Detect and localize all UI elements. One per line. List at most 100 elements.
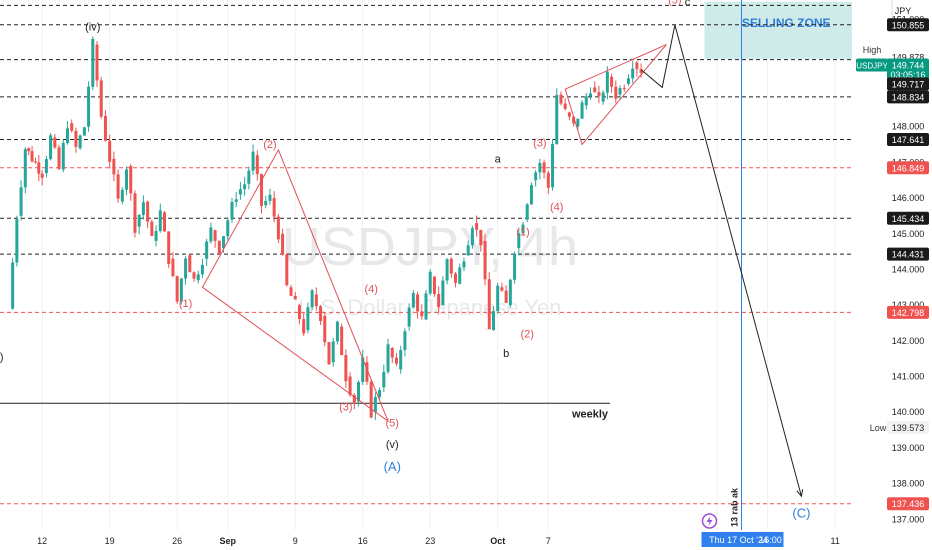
candle-body — [243, 184, 247, 190]
price-tick-label: 137.000 — [892, 514, 925, 524]
candle-body — [517, 233, 521, 249]
candle-body — [487, 279, 491, 330]
weekly-label: weekly — [571, 408, 609, 420]
wave-label: (v) — [386, 439, 399, 451]
candle-body — [99, 80, 103, 117]
candle-body — [513, 253, 517, 280]
level-price-tag-bg — [887, 497, 929, 511]
candle-body — [449, 258, 453, 274]
candle-body — [525, 204, 529, 220]
candles — [11, 36, 643, 420]
candle-body — [386, 344, 390, 372]
symbol-tag: USDJPY — [856, 61, 888, 70]
candle-body — [297, 305, 301, 320]
bid-tag: 149.717 — [892, 79, 925, 89]
candle-body — [306, 307, 310, 331]
wave-label: (4) — [364, 284, 377, 296]
candle-body — [255, 155, 259, 175]
candle-body — [470, 228, 474, 246]
time-tick-label: Oct — [490, 536, 505, 546]
candle-body — [289, 287, 293, 296]
price-tick-label: 144.000 — [892, 264, 925, 274]
wave-label: (1) — [179, 298, 192, 310]
candle-body — [141, 202, 145, 215]
candle-body — [382, 371, 386, 388]
candle-body — [601, 92, 605, 102]
candle-body — [15, 219, 19, 263]
candle-body — [428, 271, 432, 294]
candle-body — [87, 86, 91, 127]
price-tick-label: 138.000 — [892, 479, 925, 489]
candle-body — [222, 236, 226, 249]
candle-body — [357, 381, 361, 402]
candle-body — [567, 112, 571, 117]
candle-body — [276, 216, 280, 240]
candle-body — [150, 221, 154, 236]
candle-body — [340, 326, 344, 356]
time-tick-label: 7 — [546, 536, 551, 546]
wave-drawings[interactable] — [201, 0, 804, 530]
candle-body — [116, 174, 120, 199]
candle-body — [49, 135, 53, 160]
wave-triangle-1[interactable] — [201, 148, 390, 423]
candle-body — [129, 165, 133, 194]
level-price-tag-bg — [887, 161, 929, 175]
candle-body — [399, 350, 403, 370]
candle-body — [441, 280, 445, 306]
crosshair-event-label: 13 rab ak — [729, 487, 739, 527]
wave-label: (2) — [263, 139, 276, 151]
level-price-tag-bg — [887, 18, 929, 32]
candle-body — [323, 315, 327, 343]
crosshair-time: 16:00 — [759, 535, 782, 545]
price-axis[interactable]: 137.000 138.000 139.000 140.000 141.000 142.0… — [852, 0, 932, 530]
candle-body — [70, 123, 74, 131]
level-price-tag: 146.849 — [892, 163, 925, 173]
candle-body — [462, 261, 466, 268]
time-tick-label: 12 — [37, 536, 47, 546]
price-tick-label: 145.000 — [892, 229, 925, 239]
time-tick-label: 23 — [425, 536, 435, 546]
high-label: High — [863, 45, 882, 55]
level-price-tag: 148.834 — [892, 92, 925, 102]
wave-triangle-2[interactable] — [564, 44, 667, 146]
candle-body — [500, 287, 504, 291]
time-tick-label: 19 — [105, 536, 115, 546]
last-price-bg — [887, 58, 929, 81]
selling-zone-box[interactable] — [704, 1, 852, 59]
candle-body — [44, 159, 48, 174]
candle-body — [622, 88, 626, 90]
wave-label: ) — [0, 351, 4, 363]
candle-body — [327, 342, 331, 365]
candle-body — [259, 174, 264, 206]
candle-body — [344, 355, 348, 382]
candle-body — [112, 158, 116, 175]
candle-body — [319, 306, 323, 322]
selling-zone[interactable]: SELLING ZONE — [704, 1, 852, 59]
candle-body — [179, 278, 183, 302]
candle-body — [293, 295, 297, 300]
wave-label: (2) — [521, 328, 534, 340]
candle-body — [576, 118, 580, 127]
candle-body — [546, 172, 550, 188]
candle-body — [437, 294, 441, 308]
low-value: 139.573 — [892, 423, 925, 433]
candle-body — [57, 147, 61, 169]
candle-body — [230, 201, 234, 220]
candle-body — [572, 116, 576, 124]
level-price-tag: 147.641 — [892, 135, 925, 145]
time-axis[interactable]: 121926Sep91623Oct728Nov11Thu 17 Oct '241… — [0, 487, 932, 550]
candle-body — [424, 293, 428, 320]
candle-body — [205, 241, 209, 259]
candle-body — [285, 254, 289, 286]
level-price-tag-bg — [887, 247, 929, 261]
candle-body — [171, 258, 175, 277]
candle-body — [403, 331, 407, 351]
candle-body — [281, 233, 285, 255]
candle-body — [19, 187, 23, 216]
high-value-tag: 149.878 — [892, 53, 925, 63]
low-value-bg — [887, 420, 929, 434]
forecast-path[interactable] — [640, 24, 802, 497]
candle-body — [504, 290, 508, 303]
candle-body — [146, 201, 150, 222]
